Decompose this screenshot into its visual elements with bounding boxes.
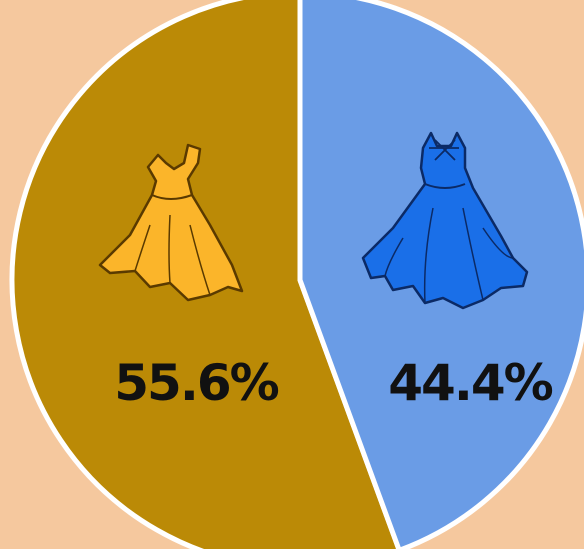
yellow-dress-icon bbox=[98, 143, 244, 302]
slice-label-blue: 44.4% bbox=[388, 354, 552, 412]
slice-label-yellow: 55.6% bbox=[114, 354, 278, 412]
pie-labels: 55.6% 44.4% bbox=[114, 354, 554, 412]
blue-dress-icon bbox=[361, 131, 529, 310]
